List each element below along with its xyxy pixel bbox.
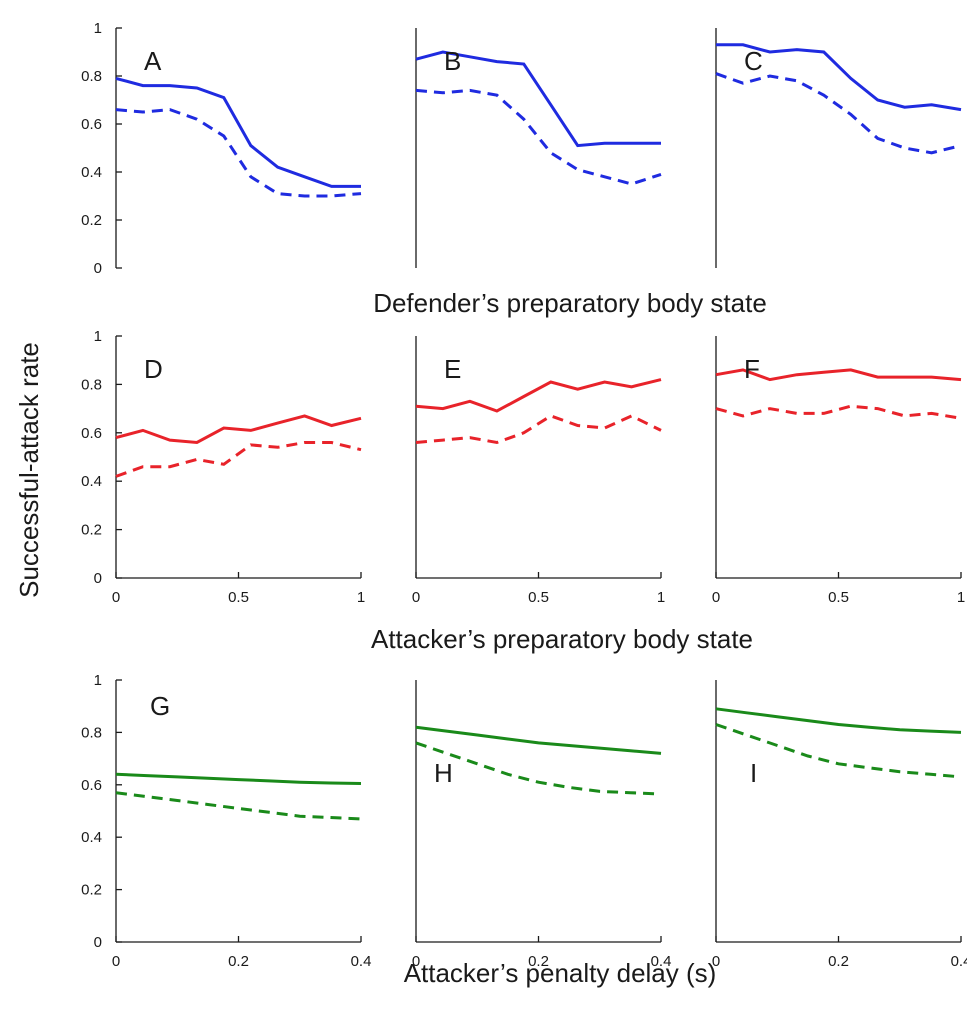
y-axis-label: Successful-attack rate xyxy=(14,342,44,598)
x-tick-label: 0.4 xyxy=(651,953,672,970)
y-tick-label: 1 xyxy=(94,328,102,345)
panel-label: F xyxy=(744,354,760,384)
x-tick-label: 0.2 xyxy=(828,953,849,970)
y-tick-label: 0.4 xyxy=(81,473,102,490)
series-line-solid xyxy=(715,368,962,382)
y-tick-label: 0.8 xyxy=(81,68,102,85)
series-line-solid xyxy=(115,76,361,188)
panel-d: 0 0.2 0.4 0.6 0.8 1 0 0.5 1 D xyxy=(81,328,365,606)
x-tick-label: 0.5 xyxy=(828,589,849,606)
y-tick-label: 0.6 xyxy=(81,777,102,794)
series-line-solid xyxy=(115,772,362,785)
panel-c: C xyxy=(715,28,962,268)
y-tick-label: 0.6 xyxy=(81,425,102,442)
panel-label: D xyxy=(144,354,163,384)
y-tick-label: 0.2 xyxy=(81,882,102,899)
x-tick-label: 0 xyxy=(712,953,720,970)
y-tick-label: 0.4 xyxy=(81,164,102,181)
panel-label: E xyxy=(444,354,461,384)
y-tick-label: 1 xyxy=(94,672,102,689)
row-label-defender: Defender’s preparatory body state xyxy=(373,288,767,318)
y-tick-label: 0.2 xyxy=(81,212,102,229)
series-line-dashed xyxy=(115,108,362,198)
x-tick-label: 0 xyxy=(112,589,120,606)
panel-h: 0 0.2 0.4 H xyxy=(412,680,672,970)
series-line-dashed xyxy=(415,88,662,186)
panel-label: A xyxy=(144,46,162,76)
x-tick-label: 0.4 xyxy=(351,953,372,970)
x-tick-label: 0.2 xyxy=(228,953,249,970)
y-tick-label: 0.6 xyxy=(81,116,102,133)
panel-label: H xyxy=(434,758,453,788)
x-tick-label: 0 xyxy=(112,953,120,970)
x-tick-label: 0 xyxy=(412,953,420,970)
series-line-solid xyxy=(415,50,661,148)
panel-label: G xyxy=(150,691,170,721)
y-tick-label: 0.2 xyxy=(81,522,102,539)
y-tick-label: 0 xyxy=(94,260,102,277)
x-tick-label: 1 xyxy=(657,589,665,606)
row-label-penalty-delay: Attacker’s penalty delay (s) xyxy=(404,958,717,988)
y-tick-label: 1 xyxy=(94,20,102,37)
panel-i: 0 0.2 0.4 I xyxy=(712,680,967,970)
series-line-dashed xyxy=(115,791,362,821)
panel-g: 0 0.2 0.4 0.6 0.8 1 0 0.2 0.4 G xyxy=(81,672,371,970)
x-tick-label: 0 xyxy=(712,589,720,606)
series-line-dashed xyxy=(715,723,962,779)
series-line-dashed xyxy=(115,441,362,478)
panel-b: B xyxy=(415,28,662,268)
y-tick-label: 0.8 xyxy=(81,376,102,393)
series-line-solid xyxy=(415,378,662,413)
panel-label: I xyxy=(750,758,757,788)
x-tick-label: 0.4 xyxy=(951,953,967,970)
series-line-dashed xyxy=(715,404,962,420)
series-line-dashed xyxy=(415,414,662,445)
x-tick-label: 0.2 xyxy=(528,953,549,970)
y-tick-label: 0 xyxy=(94,934,102,951)
x-tick-label: 0 xyxy=(412,589,420,606)
x-tick-label: 0.5 xyxy=(228,589,249,606)
x-tick-label: 1 xyxy=(357,589,365,606)
series-line-solid xyxy=(415,725,662,755)
series-line-dashed xyxy=(415,741,662,796)
y-tick-label: 0.8 xyxy=(81,724,102,741)
panel-label: B xyxy=(444,46,461,76)
y-tick-label: 0.4 xyxy=(81,829,102,846)
x-tick-label: 1 xyxy=(957,589,965,606)
series-line-solid xyxy=(716,43,962,112)
y-tick-label: 0 xyxy=(94,570,102,587)
panel-label: C xyxy=(744,46,763,76)
panel-f: 0 0.5 1 F xyxy=(712,336,965,606)
panel-e: 0 0.5 1 E xyxy=(412,336,665,606)
x-tick-label: 0.5 xyxy=(528,589,549,606)
series-line-solid xyxy=(715,707,962,734)
panel-a: 0 0.2 0.4 0.6 0.8 1 A xyxy=(81,20,362,277)
series-line-solid xyxy=(115,414,362,445)
series-line-dashed xyxy=(715,72,962,155)
row-label-attacker: Attacker’s preparatory body state xyxy=(371,624,753,654)
